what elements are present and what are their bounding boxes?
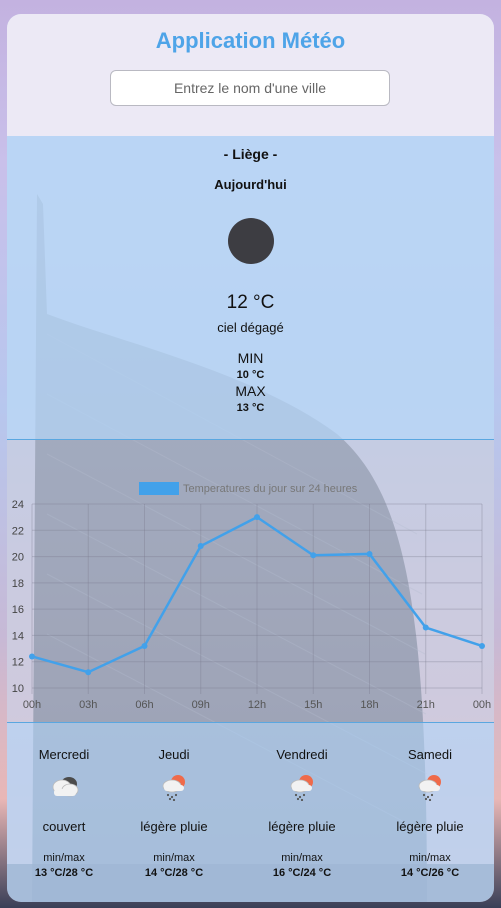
x-tick-label: 00h xyxy=(473,699,491,711)
data-point[interactable] xyxy=(141,642,148,649)
x-tick-label: 21h xyxy=(417,699,435,711)
x-tick-label: 00h xyxy=(23,699,41,711)
x-tick-label: 15h xyxy=(304,699,322,711)
max-temperature: 13 °C xyxy=(236,402,265,414)
forecast-description: légère pluie xyxy=(268,819,336,834)
temperature-chart-svg: 10 12 14 16 18 20 22 24 00h 03h 06h 09h 12h 15h 18h 21… xyxy=(12,482,491,711)
today-panel: - Liège - Aujourd'hui 12 °C ciel dégagé … xyxy=(7,136,494,440)
data-point[interactable] xyxy=(479,642,485,649)
data-point[interactable] xyxy=(310,552,317,559)
forecast-day: Samedi légère pluie min/max 14 °C/26 °C xyxy=(370,723,490,902)
forecast-panel: Mercredi couvert min/max 13 °C/28 °C Jeu… xyxy=(7,722,494,902)
city-name: - Liège - xyxy=(223,146,278,162)
forecast-day-name: Vendredi xyxy=(276,747,328,762)
x-tick-label: 12h xyxy=(248,699,266,711)
x-tick-label: 03h xyxy=(79,699,97,711)
forecast-range: 14 °C/26 °C xyxy=(400,867,460,879)
y-tick-label: 18 xyxy=(12,578,24,590)
forecast-description: légère pluie xyxy=(140,819,208,834)
forecast-minmax-label: min/max xyxy=(281,852,323,864)
weather-card: Application Météo - Liège - Aujourd'hui … xyxy=(7,14,494,902)
weather-description: ciel dégagé xyxy=(217,320,284,335)
y-tick-label: 10 xyxy=(12,683,24,695)
app-title: Application Météo xyxy=(155,28,346,53)
temperature-chart: 10 12 14 16 18 20 22 24 00h 03h 06h 09h 12h 15h 18h 21… xyxy=(7,440,494,722)
forecast-day-name: Jeudi xyxy=(158,747,190,762)
data-point[interactable] xyxy=(29,653,35,660)
y-tick-label: 22 xyxy=(12,525,24,537)
legend-swatch[interactable] xyxy=(139,482,179,495)
forecast-description: légère pluie xyxy=(396,819,464,834)
y-tick-label: 14 xyxy=(12,630,24,642)
forecast-day-name: Mercredi xyxy=(38,747,90,762)
forecast-minmax-label: min/max xyxy=(43,852,85,864)
forecast-day: Vendredi légère pluie min/max 16 °C/24 °… xyxy=(242,723,362,902)
forecast-description: couvert xyxy=(42,819,86,834)
city-search-input[interactable] xyxy=(110,70,390,106)
x-tick-label: 09h xyxy=(192,699,210,711)
y-tick-label: 24 xyxy=(12,499,24,511)
y-tick-label: 16 xyxy=(12,604,24,616)
x-tick-label: 18h xyxy=(360,699,378,711)
moon-icon xyxy=(228,218,274,264)
min-label: MIN xyxy=(237,350,264,366)
forecast-minmax-label: min/max xyxy=(153,852,195,864)
current-temperature: 12 °C xyxy=(226,292,275,313)
forecast-day: Mercredi couvert min/max 13 °C/28 °C xyxy=(7,723,124,902)
x-tick-label: 06h xyxy=(135,699,153,711)
data-point[interactable] xyxy=(254,514,260,521)
data-point[interactable] xyxy=(197,543,204,550)
cloudy-icon xyxy=(52,777,79,797)
max-label: MAX xyxy=(235,383,266,399)
data-point[interactable] xyxy=(422,624,429,631)
data-point[interactable] xyxy=(85,669,92,676)
forecast-day-name: Samedi xyxy=(407,747,453,762)
light-rain-icon xyxy=(418,775,441,801)
light-rain-icon xyxy=(290,775,313,801)
light-rain-icon xyxy=(162,775,185,801)
header: Application Météo xyxy=(7,14,494,136)
today-label: Aujourd'hui xyxy=(214,177,287,192)
forecast-day: Jeudi légère pluie min/max 14 °C/28 °C xyxy=(114,723,234,902)
forecast-range: 13 °C/28 °C xyxy=(34,867,94,879)
legend-label: Temperatures du jour sur 24 heures xyxy=(183,483,358,495)
forecast-range: 16 °C/24 °C xyxy=(272,867,332,879)
forecast-minmax-label: min/max xyxy=(409,852,451,864)
data-point[interactable] xyxy=(366,550,373,557)
y-tick-label: 20 xyxy=(12,552,24,564)
forecast-range: 14 °C/28 °C xyxy=(144,867,204,879)
min-temperature: 10 °C xyxy=(236,369,265,381)
y-tick-label: 12 xyxy=(12,657,24,669)
